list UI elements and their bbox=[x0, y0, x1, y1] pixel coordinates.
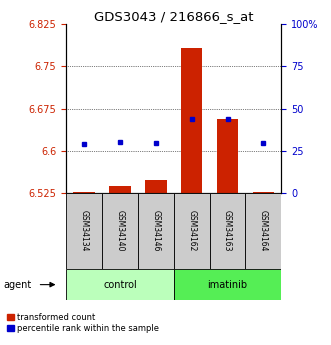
Title: GDS3043 / 216866_s_at: GDS3043 / 216866_s_at bbox=[94, 10, 254, 23]
Bar bbox=[138, 193, 174, 269]
Bar bbox=[253, 191, 274, 193]
Text: agent: agent bbox=[3, 280, 31, 289]
Bar bbox=[174, 269, 281, 300]
Text: GSM34140: GSM34140 bbox=[116, 210, 124, 252]
Bar bbox=[109, 186, 131, 193]
Bar bbox=[181, 48, 203, 193]
Legend: transformed count, percentile rank within the sample: transformed count, percentile rank withi… bbox=[8, 313, 160, 333]
Text: GSM34162: GSM34162 bbox=[187, 210, 196, 252]
Text: GSM34134: GSM34134 bbox=[80, 210, 89, 252]
Bar bbox=[73, 191, 95, 193]
Text: imatinib: imatinib bbox=[208, 280, 248, 289]
Bar bbox=[246, 193, 281, 269]
Bar bbox=[145, 180, 166, 193]
Text: GSM34146: GSM34146 bbox=[151, 210, 160, 252]
Bar bbox=[66, 269, 174, 300]
Bar bbox=[66, 193, 102, 269]
Bar bbox=[217, 119, 238, 193]
Text: control: control bbox=[103, 280, 137, 289]
Bar bbox=[174, 193, 210, 269]
Text: GSM34163: GSM34163 bbox=[223, 210, 232, 252]
Bar bbox=[102, 193, 138, 269]
Text: GSM34164: GSM34164 bbox=[259, 210, 268, 252]
Bar bbox=[210, 193, 246, 269]
